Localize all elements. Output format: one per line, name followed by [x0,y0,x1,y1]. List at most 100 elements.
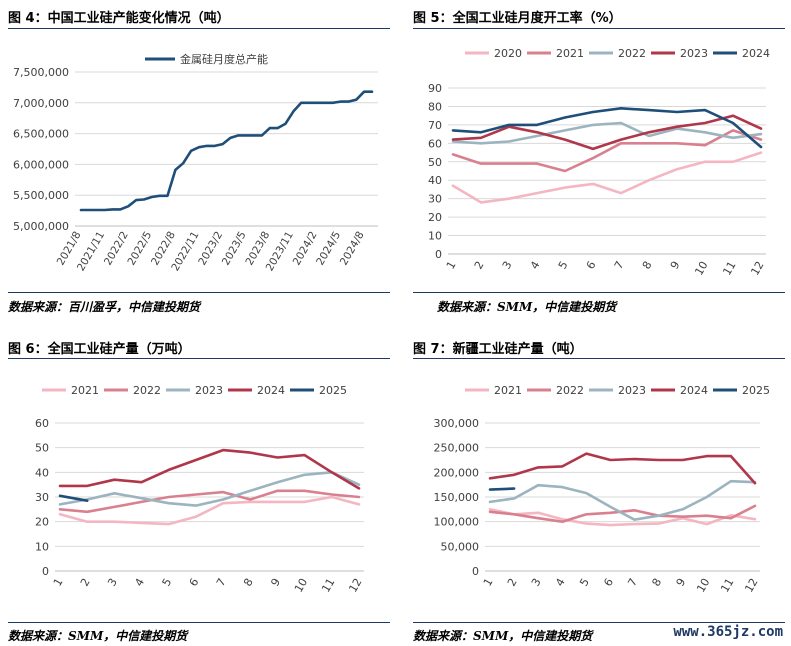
y-tick-label: 0 [435,248,442,261]
x-tick-label: 12 [742,576,760,595]
legend-label: 2023 [618,384,646,397]
x-tick-label: 2 [78,576,93,589]
y-tick-label: 10 [35,540,49,553]
x-tick-label: 6 [187,576,202,589]
legend-label: 2022 [556,384,584,397]
x-tick-label: 3 [529,576,544,589]
y-tick-label: 60 [35,417,49,430]
series-line-2023 [58,470,361,507]
y-tick-label: 90 [428,82,442,95]
x-tick-label: 5 [160,576,175,589]
series-line-2024 [488,452,757,485]
y-tick-label: 20 [428,211,442,224]
x-tick-label: 7 [214,576,229,589]
chart2-source: 数据来源：SMM，中信建投期货 [437,300,617,314]
series-line-2024 [451,107,763,149]
series-line-2021 [488,507,757,527]
series-line-2023 [451,114,763,151]
x-tick-label: 6 [601,576,616,589]
y-tick-label: 40 [428,174,442,187]
source-rule [413,622,785,623]
title-rule [413,358,785,359]
y-tick-label: 5,500,000 [13,189,69,202]
chart2-title: 图 5：全国工业硅月度开工率（%） [413,11,622,26]
x-tick-label: 9 [668,259,683,272]
y-tick-label: 7,500,000 [13,66,69,79]
series-line-2022 [58,489,361,514]
chart1-title: 图 4：中国工业硅产能变化情况（吨） [8,11,230,26]
title-rule [8,358,390,359]
series-line-金属硅月度总产能 [79,90,374,212]
legend-label: 2024 [680,384,708,397]
x-tick-label: 8 [241,576,256,589]
y-tick-label: 6,500,000 [13,128,69,141]
x-tick-label: 11 [720,259,738,278]
series-line-2022 [488,504,757,524]
x-tick-label: 1 [444,259,459,272]
title-rule [8,28,390,29]
x-tick-label: 6 [584,259,599,272]
source-rule [413,292,785,293]
series-line-2025 [488,487,516,491]
series-line-2025 [58,494,89,503]
legend-label: 2024 [742,47,770,60]
x-tick-label: 8 [649,576,664,589]
legend-label: 2023 [680,47,708,60]
x-tick-label: 12 [346,576,364,595]
legend-label: 2024 [257,384,285,397]
y-tick-label: 50,000 [441,540,480,553]
y-tick-label: 30 [428,193,442,206]
y-tick-label: 80 [428,100,442,113]
y-tick-label: 6,000,000 [13,158,69,171]
watermark: www.365jz.com [673,624,783,640]
legend-label: 2022 [618,47,646,60]
series-line-2021 [451,129,763,173]
x-tick-label: 12 [748,259,766,278]
y-tick-label: 40 [35,466,49,479]
y-tick-label: 20 [35,516,49,529]
y-tick-label: 0 [472,565,479,578]
y-tick-label: 7,000,000 [13,97,69,110]
y-tick-label: 150,000 [434,491,480,504]
chart1-source: 数据来源：百川盈孚，中信建投期货 [8,300,201,314]
legend-label: 2023 [195,384,223,397]
x-tick-label: 5 [577,576,592,589]
chart4-source: 数据来源：SMM，中信建投期货 [413,629,593,643]
y-tick-label: 250,000 [434,442,480,455]
x-tick-label: 10 [292,576,310,595]
x-tick-label: 7 [625,576,640,589]
x-tick-label: 1 [481,576,496,589]
x-tick-label: 9 [268,576,283,589]
chart3-title: 图 6：全国工业硅产量（万吨） [8,342,191,357]
y-tick-label: 60 [428,137,442,150]
x-tick-label: 7 [612,259,627,272]
series-line-2020 [451,151,763,204]
y-tick-label: 30 [35,491,49,504]
y-tick-label: 200,000 [434,466,480,479]
y-tick-label: 0 [42,565,49,578]
x-tick-label: 3 [105,576,120,589]
x-tick-label: 1 [51,576,66,589]
source-rule [8,292,390,293]
title-rule [413,28,785,29]
x-tick-label: 2 [505,576,520,589]
x-tick-label: 2 [472,259,487,272]
y-tick-label: 100,000 [434,516,480,529]
x-tick-label: 10 [692,259,710,278]
x-tick-label: 4 [553,576,568,589]
y-tick-label: 70 [428,119,442,132]
x-tick-label: 4 [132,576,147,589]
x-tick-label: 8 [640,259,655,272]
series-line-2021 [58,495,361,526]
x-tick-label: 4 [528,259,543,272]
legend-label: 2025 [319,384,347,397]
y-tick-label: 50 [35,442,49,455]
legend-label: 2021 [556,47,584,60]
legend-label: 2021 [494,384,522,397]
x-tick-label: 3 [500,259,515,272]
y-tick-label: 300,000 [434,417,480,430]
series-line-2023 [488,479,757,522]
x-tick-label: 10 [694,576,712,595]
chart3-source: 数据来源：SMM，中信建投期货 [8,629,188,643]
